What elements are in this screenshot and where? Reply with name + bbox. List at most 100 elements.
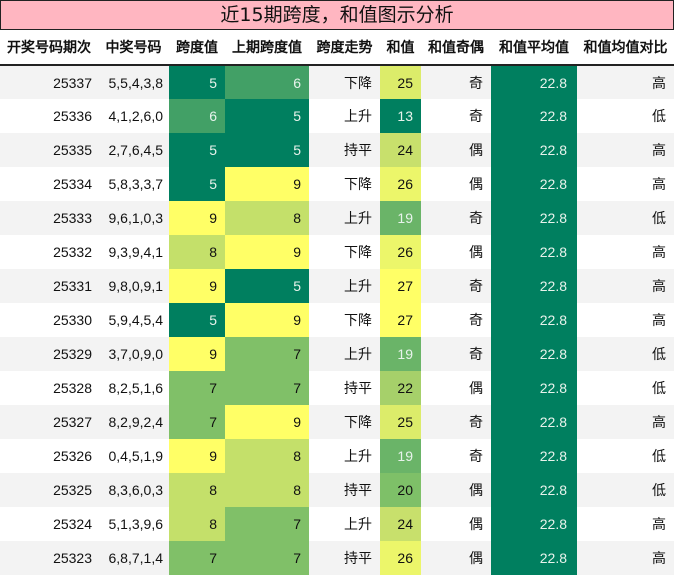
table-row[interactable]: 25326 0,4,5,1,9 9 8 上升 19 奇 22.8 低: [0, 439, 674, 473]
span-trend-cell: 下降: [309, 65, 380, 99]
sum-cell: 25: [380, 65, 421, 99]
prev-span-cell: 9: [225, 303, 309, 337]
sum-compare-cell: 高: [577, 167, 674, 201]
span-trend-cell: 持平: [309, 133, 380, 167]
sum-average-cell: 22.8: [491, 507, 577, 541]
sum-parity-cell: 奇: [421, 405, 491, 439]
column-header-issue[interactable]: 开奖号码期次: [0, 30, 98, 66]
table-row[interactable]: 25336 4,1,2,6,0 6 5 上升 13 奇 22.8 低: [0, 99, 674, 133]
table-row[interactable]: 25333 9,6,1,0,3 9 8 上升 19 奇 22.8 低: [0, 201, 674, 235]
prev-span-cell: 5: [225, 99, 309, 133]
prev-span-cell: 7: [225, 371, 309, 405]
sum-compare-cell: 高: [577, 405, 674, 439]
winning-numbers-cell: 8,3,6,0,3: [98, 473, 169, 507]
span-cell: 7: [169, 371, 225, 405]
sum-compare-cell: 低: [577, 439, 674, 473]
span-trend-cell: 上升: [309, 507, 380, 541]
sum-compare-cell: 低: [577, 473, 674, 507]
column-header-span[interactable]: 跨度值: [169, 30, 225, 66]
header-row: 开奖号码期次 中奖号码 跨度值 上期跨度值 跨度走势 和值 和值奇偶 和值平均值…: [0, 30, 674, 66]
column-header-numbers[interactable]: 中奖号码: [98, 30, 169, 66]
winning-numbers-cell: 0,4,5,1,9: [98, 439, 169, 473]
sum-parity-cell: 偶: [421, 473, 491, 507]
sum-cell: 24: [380, 507, 421, 541]
sum-cell: 25: [380, 405, 421, 439]
sum-parity-cell: 奇: [421, 65, 491, 99]
sum-cell: 22: [380, 371, 421, 405]
winning-numbers-cell: 4,1,2,6,0: [98, 99, 169, 133]
issue-cell: 25333: [0, 201, 98, 235]
sum-parity-cell: 偶: [421, 371, 491, 405]
winning-numbers-cell: 9,8,0,9,1: [98, 269, 169, 303]
sum-average-cell: 22.8: [491, 167, 577, 201]
sum-cell: 19: [380, 439, 421, 473]
table-row[interactable]: 25337 5,5,4,3,8 5 6 下降 25 奇 22.8 高: [0, 65, 674, 99]
table-row[interactable]: 25327 8,2,9,2,4 7 9 下降 25 奇 22.8 高: [0, 405, 674, 439]
sum-parity-cell: 偶: [421, 541, 491, 575]
sum-parity-cell: 奇: [421, 201, 491, 235]
sum-parity-cell: 奇: [421, 439, 491, 473]
issue-cell: 25335: [0, 133, 98, 167]
winning-numbers-cell: 5,8,3,3,7: [98, 167, 169, 201]
sum-compare-cell: 低: [577, 99, 674, 133]
issue-cell: 25327: [0, 405, 98, 439]
sum-compare-cell: 高: [577, 269, 674, 303]
span-cell: 8: [169, 235, 225, 269]
issue-cell: 25334: [0, 167, 98, 201]
column-header-span-trend[interactable]: 跨度走势: [309, 30, 380, 66]
span-cell: 9: [169, 439, 225, 473]
sum-average-cell: 22.8: [491, 269, 577, 303]
sum-parity-cell: 偶: [421, 235, 491, 269]
span-cell: 5: [169, 65, 225, 99]
table-row[interactable]: 25334 5,8,3,3,7 5 9 下降 26 偶 22.8 高: [0, 167, 674, 201]
prev-span-cell: 6: [225, 65, 309, 99]
prev-span-cell: 7: [225, 337, 309, 371]
sum-parity-cell: 奇: [421, 337, 491, 371]
prev-span-cell: 5: [225, 269, 309, 303]
table-row[interactable]: 25323 6,8,7,1,4 7 7 持平 26 偶 22.8 高: [0, 541, 674, 575]
sum-parity-cell: 偶: [421, 507, 491, 541]
issue-cell: 25331: [0, 269, 98, 303]
sum-cell: 13: [380, 99, 421, 133]
analysis-table: 开奖号码期次 中奖号码 跨度值 上期跨度值 跨度走势 和值 和值奇偶 和值平均值…: [0, 30, 674, 575]
table-row[interactable]: 25331 9,8,0,9,1 9 5 上升 27 奇 22.8 高: [0, 269, 674, 303]
column-header-sum-average[interactable]: 和值平均值: [491, 30, 577, 66]
sum-average-cell: 22.8: [491, 473, 577, 507]
table-row[interactable]: 25328 8,2,5,1,6 7 7 持平 22 偶 22.8 低: [0, 371, 674, 405]
table-row[interactable]: 25329 3,7,0,9,0 9 7 上升 19 奇 22.8 低: [0, 337, 674, 371]
issue-cell: 25323: [0, 541, 98, 575]
span-trend-cell: 上升: [309, 269, 380, 303]
issue-cell: 25329: [0, 337, 98, 371]
table-row[interactable]: 25325 8,3,6,0,3 8 8 持平 20 偶 22.8 低: [0, 473, 674, 507]
sum-parity-cell: 奇: [421, 303, 491, 337]
column-header-sum[interactable]: 和值: [380, 30, 421, 66]
winning-numbers-cell: 8,2,9,2,4: [98, 405, 169, 439]
table-row[interactable]: 25330 5,9,4,5,4 5 9 下降 27 奇 22.8 高: [0, 303, 674, 337]
sum-cell: 26: [380, 167, 421, 201]
table-row[interactable]: 25332 9,3,9,4,1 8 9 下降 26 偶 22.8 高: [0, 235, 674, 269]
winning-numbers-cell: 2,7,6,4,5: [98, 133, 169, 167]
table-row[interactable]: 25324 5,1,3,9,6 8 7 上升 24 偶 22.8 高: [0, 507, 674, 541]
winning-numbers-cell: 5,5,4,3,8: [98, 65, 169, 99]
sum-compare-cell: 高: [577, 303, 674, 337]
column-header-prev-span[interactable]: 上期跨度值: [225, 30, 309, 66]
span-trend-cell: 下降: [309, 167, 380, 201]
sum-parity-cell: 偶: [421, 167, 491, 201]
sum-average-cell: 22.8: [491, 303, 577, 337]
table-row[interactable]: 25335 2,7,6,4,5 5 5 持平 24 偶 22.8 高: [0, 133, 674, 167]
span-trend-cell: 上升: [309, 337, 380, 371]
span-cell: 9: [169, 337, 225, 371]
column-header-sum-compare[interactable]: 和值均值对比: [577, 30, 674, 66]
sum-average-cell: 22.8: [491, 235, 577, 269]
sum-average-cell: 22.8: [491, 201, 577, 235]
sum-cell: 20: [380, 473, 421, 507]
span-trend-cell: 上升: [309, 201, 380, 235]
column-header-sum-parity[interactable]: 和值奇偶: [421, 30, 491, 66]
span-trend-cell: 上升: [309, 99, 380, 133]
span-trend-cell: 上升: [309, 439, 380, 473]
span-trend-cell: 下降: [309, 303, 380, 337]
span-trend-cell: 持平: [309, 371, 380, 405]
span-cell: 9: [169, 269, 225, 303]
span-cell: 5: [169, 303, 225, 337]
sum-compare-cell: 低: [577, 337, 674, 371]
